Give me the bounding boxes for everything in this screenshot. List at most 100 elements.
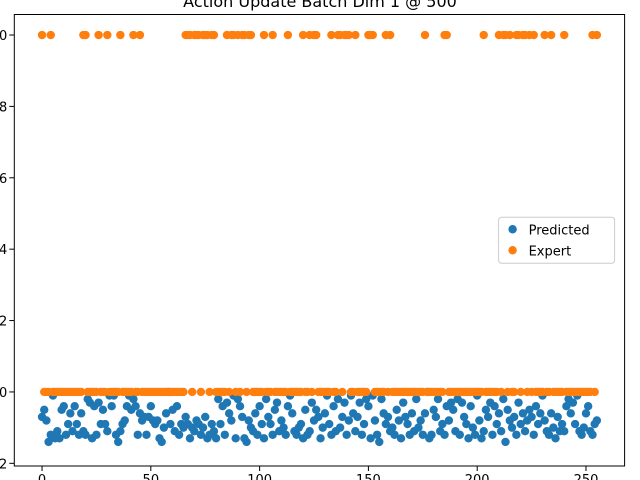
point (457, 398, 467, 407)
x-tick-label: 200 (465, 473, 490, 480)
point (529, 30, 538, 40)
legend-label: Expert (529, 244, 572, 259)
point (416, 416, 425, 425)
point (546, 30, 556, 40)
point (153, 416, 162, 425)
point (55, 434, 64, 443)
point (77, 409, 86, 418)
point (381, 419, 391, 429)
point (490, 402, 499, 411)
point (549, 423, 558, 432)
point (266, 419, 275, 429)
point (518, 409, 528, 418)
point (335, 423, 345, 432)
point (368, 30, 377, 40)
point (579, 423, 589, 432)
point (444, 416, 454, 425)
point (305, 427, 314, 436)
point (214, 394, 223, 404)
point (181, 412, 190, 422)
point (216, 419, 225, 429)
point (446, 398, 456, 407)
point (483, 412, 493, 422)
point (320, 409, 330, 418)
point (81, 430, 90, 439)
point (246, 30, 256, 40)
point (362, 394, 371, 404)
point (507, 423, 517, 432)
point (418, 430, 427, 439)
point (242, 437, 251, 447)
point (94, 30, 103, 40)
point (307, 387, 317, 397)
point (66, 409, 75, 418)
point (103, 427, 112, 436)
legend-marker (508, 225, 517, 234)
point (268, 30, 277, 40)
axes-frame (13, 14, 626, 467)
point (196, 387, 206, 397)
point (222, 398, 232, 407)
point (187, 387, 197, 397)
x-tick-label: 250 (574, 473, 599, 480)
point (499, 394, 508, 404)
point (231, 434, 240, 443)
point (61, 430, 71, 439)
point (327, 30, 336, 40)
point (583, 402, 593, 411)
point (516, 387, 525, 397)
point (440, 430, 449, 439)
point (390, 430, 399, 439)
point (235, 402, 245, 411)
point (72, 419, 82, 429)
point (94, 398, 103, 407)
point (129, 394, 138, 404)
point (46, 30, 55, 40)
point (159, 423, 169, 432)
point (238, 412, 247, 422)
point (257, 419, 266, 429)
point (536, 409, 545, 418)
point (233, 394, 243, 404)
legend-marker (508, 246, 517, 255)
point (207, 419, 216, 429)
point (251, 409, 260, 418)
y-tick-label: 1.0 (0, 29, 7, 44)
point (412, 394, 421, 404)
point (427, 430, 436, 439)
point (331, 387, 340, 397)
point (259, 30, 269, 40)
point (268, 430, 277, 439)
point (255, 402, 264, 411)
point (496, 427, 506, 436)
point (272, 398, 282, 407)
point (314, 412, 323, 422)
point (514, 398, 523, 407)
point (577, 430, 586, 439)
point (392, 405, 401, 414)
legend-label: Predicted (529, 223, 590, 238)
point (259, 434, 269, 443)
point (100, 419, 110, 429)
point (261, 394, 271, 404)
x-tick-label: 0 (38, 473, 46, 480)
point (525, 405, 534, 414)
point (562, 402, 571, 411)
y-tick-label: −0.2 (0, 457, 7, 472)
point (166, 419, 175, 429)
point (311, 405, 321, 414)
point (116, 427, 125, 436)
point (370, 416, 380, 425)
point (279, 423, 288, 432)
y-tick-label: 0.6 (0, 172, 7, 187)
point (505, 30, 515, 40)
point (283, 402, 293, 411)
point (551, 434, 560, 443)
point (129, 30, 138, 40)
point (298, 30, 308, 40)
point (224, 409, 234, 418)
point (540, 30, 549, 40)
point (520, 427, 530, 436)
point (512, 430, 521, 439)
